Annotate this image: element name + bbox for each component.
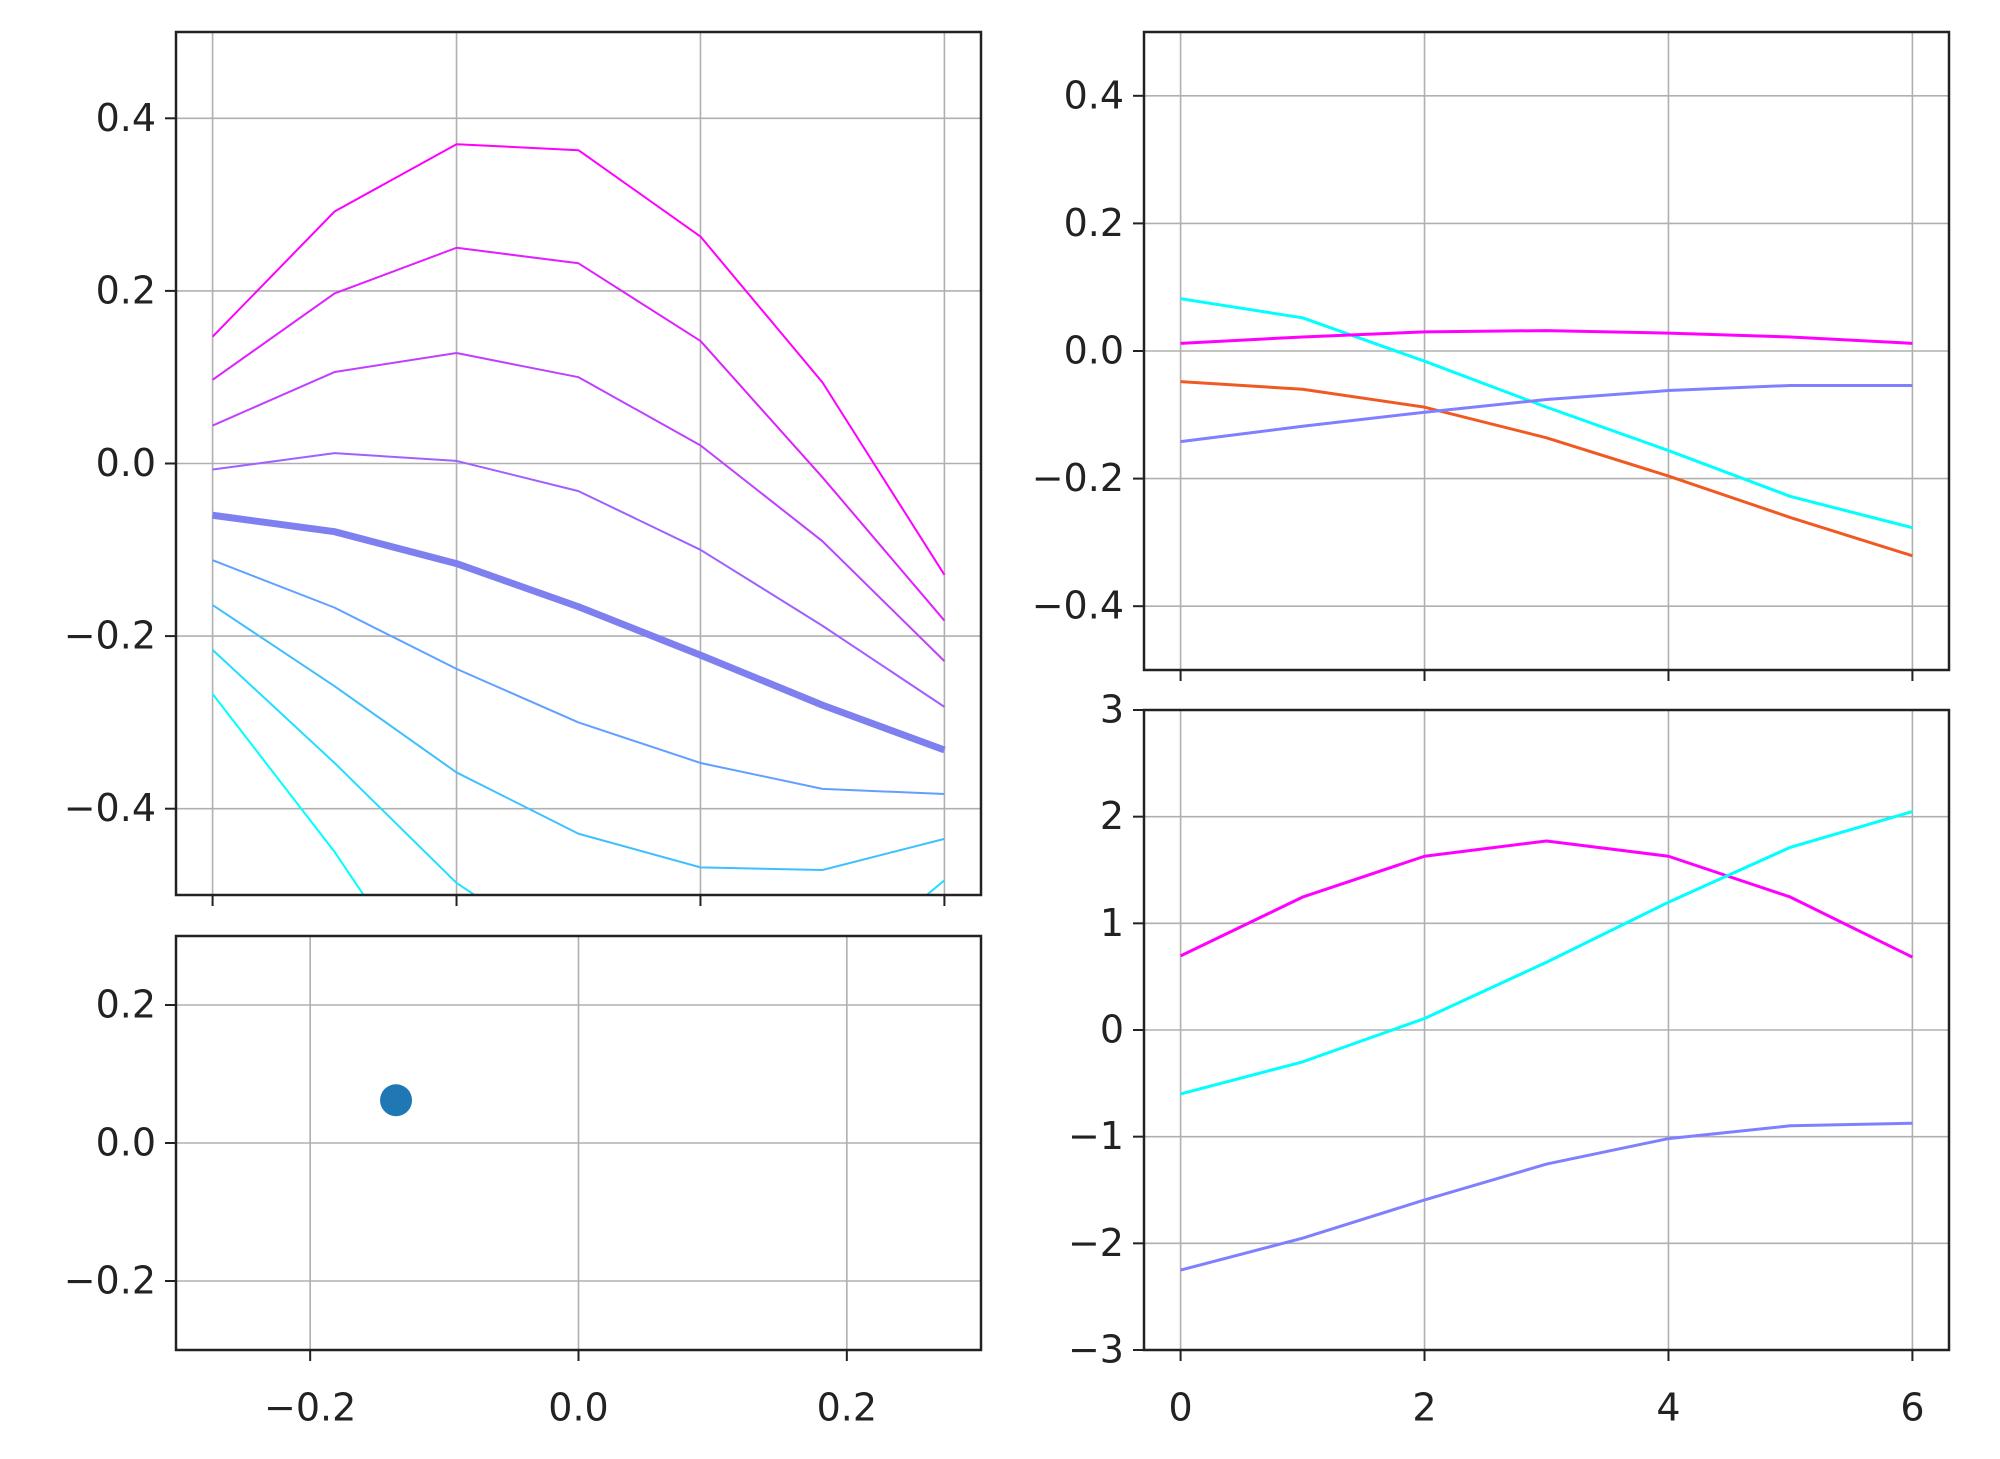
y-tick-label: 0.2 [1064, 201, 1124, 245]
plot-content [380, 1084, 413, 1117]
y-tick-label: 0.0 [96, 1121, 156, 1165]
y-tick-label: 3 [1100, 688, 1124, 732]
line [1180, 1121, 1913, 1272]
line [212, 511, 946, 754]
line [1180, 380, 1913, 558]
line [211, 693, 365, 895]
x-tick-label: 0.0 [548, 1386, 608, 1430]
axes: −0.4 −0.2 0.0 0.2 0.4 [64, 30, 983, 906]
x-tick-label: 2 [1412, 1386, 1436, 1430]
x-tick-label: −0.2 [264, 1386, 356, 1430]
plot-content [1180, 297, 1913, 558]
line [212, 452, 945, 708]
line [212, 246, 946, 622]
axes: −0.2 0.0 0.2 −0.2 0.0 0.2 [64, 934, 983, 1430]
y-tick-label: −0.4 [1032, 584, 1124, 628]
y-tick-label: 1 [1100, 901, 1124, 945]
line [1180, 810, 1913, 1096]
y-tick-label: 0.4 [1064, 73, 1124, 117]
y-tick-label: −0.2 [64, 1259, 156, 1303]
line [1180, 297, 1913, 530]
y-tick-label: −2 [1068, 1221, 1124, 1265]
y-tick-label: 0.4 [96, 96, 156, 140]
y-tick-label: 0.2 [96, 983, 156, 1027]
plot-content [211, 143, 946, 895]
y-tick-label: −0.2 [1032, 456, 1124, 500]
y-tick-label: 0.0 [96, 441, 156, 485]
axes-frame [1142, 708, 1951, 1352]
y-tick-label: 2 [1100, 794, 1124, 838]
line [212, 559, 945, 796]
y-tick-label: 0.0 [1064, 329, 1124, 373]
axes-frame [1142, 30, 1951, 672]
line [1180, 383, 1913, 444]
x-tick-label: 6 [1900, 1386, 1924, 1430]
x-tick-label: 4 [1656, 1386, 1680, 1430]
axes: 0 2 4 6 −3 −2 −1 0 1 2 3 [1068, 688, 1951, 1430]
line [212, 352, 946, 662]
y-tick-label: 0 [1100, 1008, 1124, 1052]
point [380, 1084, 413, 1117]
x-tick-label: 0 [1168, 1386, 1192, 1430]
y-tick-label: −3 [1068, 1328, 1124, 1372]
line [1180, 329, 1913, 345]
line [211, 649, 946, 895]
line [212, 604, 945, 871]
axes: −0.4 −0.2 0.0 0.2 0.4 [1032, 30, 1951, 681]
y-tick-label: −0.4 [64, 786, 156, 830]
axes-frame [174, 30, 983, 897]
y-tick-label: −1 [1068, 1114, 1124, 1158]
axes-frame [174, 934, 983, 1352]
plot-content [1179, 810, 1914, 1272]
y-tick-label: −0.2 [64, 614, 156, 658]
x-tick-label: 0.2 [817, 1386, 877, 1430]
line [1179, 839, 1914, 959]
line [211, 143, 946, 576]
y-tick-label: 0.2 [96, 268, 156, 312]
